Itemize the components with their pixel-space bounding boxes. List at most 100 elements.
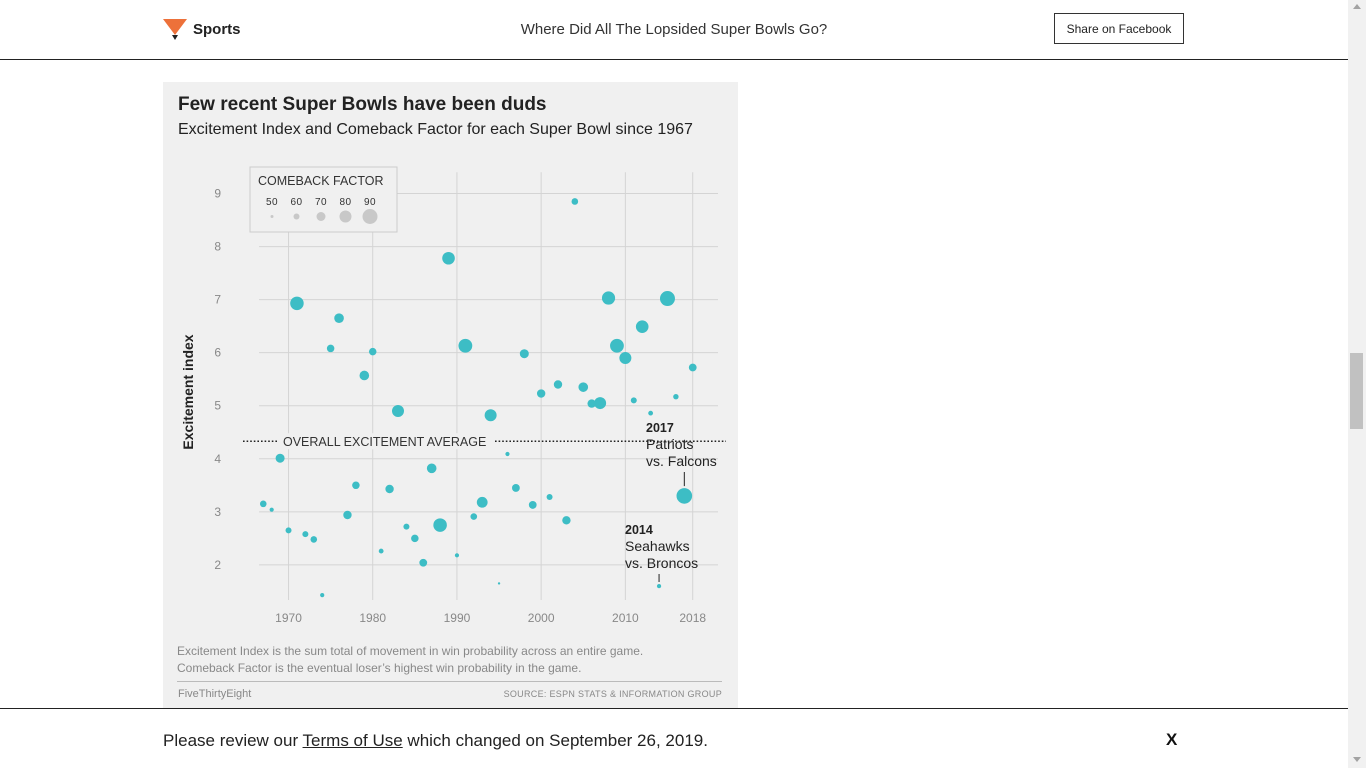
data-point xyxy=(476,496,488,508)
data-point xyxy=(403,523,410,530)
close-notice-button[interactable]: X xyxy=(1166,730,1178,749)
data-point xyxy=(505,451,510,457)
data-point xyxy=(302,531,309,538)
y-tick-label: 2 xyxy=(214,558,221,572)
data-point xyxy=(648,410,654,416)
fivethirtyeight-fox-icon[interactable] xyxy=(163,17,187,41)
chart-title: Few recent Super Bowls have been duds xyxy=(178,94,547,115)
data-point xyxy=(562,516,571,525)
scroll-up-arrow-icon[interactable] xyxy=(1353,4,1361,9)
average-label: OVERALL EXCITEMENT AVERAGE xyxy=(283,435,486,449)
data-point xyxy=(676,488,693,504)
brand[interactable]: Sports xyxy=(163,17,241,41)
share-on-facebook-button[interactable]: Share on Facebook xyxy=(1054,13,1184,44)
data-point xyxy=(411,534,419,543)
scroll-down-arrow-icon[interactable] xyxy=(1353,757,1361,762)
size-legend-box xyxy=(249,166,398,233)
terms-of-use-link[interactable]: Terms of Use xyxy=(302,731,403,750)
data-point xyxy=(385,484,394,494)
terms-notice-prefix: Please review our xyxy=(163,731,303,750)
data-point xyxy=(285,527,292,534)
data-point xyxy=(673,394,679,400)
data-point xyxy=(454,553,460,558)
size-legend-circle xyxy=(293,213,300,220)
size-legend-value: 70 xyxy=(315,197,327,208)
data-point xyxy=(419,558,428,567)
data-point xyxy=(392,405,404,418)
size-legend-value: 60 xyxy=(290,197,302,208)
data-point xyxy=(619,351,632,364)
size-legend-circle xyxy=(316,212,326,221)
logo-fox-nose xyxy=(172,35,178,40)
footnote-line-2: Comeback Factor is the eventual loser’s … xyxy=(177,661,582,675)
data-point xyxy=(656,583,662,589)
size-legend-circle xyxy=(339,210,352,223)
annotation-team-line: Patriots xyxy=(646,436,693,452)
data-point xyxy=(601,291,616,305)
section-link-sports[interactable]: Sports xyxy=(193,20,241,38)
data-point xyxy=(368,347,377,356)
data-point xyxy=(536,389,546,398)
terms-notice-text: Please review our Terms of Use which cha… xyxy=(163,731,708,751)
data-point xyxy=(497,582,501,585)
terms-notice-suffix: which changed on September 26, 2019. xyxy=(402,731,708,750)
data-point xyxy=(378,548,384,554)
annotation-team-line: vs. Falcons xyxy=(646,453,717,469)
data-point xyxy=(578,382,589,392)
footnote-line-1: Excitement Index is the sum total of mov… xyxy=(177,644,644,658)
data-point xyxy=(269,507,274,512)
data-point xyxy=(326,344,335,353)
data-point xyxy=(470,513,478,520)
x-tick-label: 1970 xyxy=(275,611,302,625)
data-point xyxy=(359,370,370,381)
x-tick-label: 1990 xyxy=(444,611,471,625)
size-legend-value: 80 xyxy=(339,197,351,208)
data-point xyxy=(433,518,447,532)
annotation-team-line: vs. Broncos xyxy=(625,555,698,571)
size-legend-title: COMEBACK FACTOR xyxy=(258,174,383,188)
data-point xyxy=(343,510,352,520)
y-tick-label: 5 xyxy=(214,399,221,413)
data-point xyxy=(320,593,325,598)
data-point xyxy=(594,397,607,410)
data-point xyxy=(635,320,649,333)
size-legend-circle xyxy=(270,215,274,218)
y-tick-label: 6 xyxy=(214,346,221,360)
data-point xyxy=(688,363,697,372)
scatter-chart: 2 3 4 5 6 7 8 9 1970 1980 1990 2000 2010 2018 Exciteme… xyxy=(180,166,726,625)
data-point xyxy=(546,493,553,500)
data-point xyxy=(553,380,563,389)
data-point xyxy=(442,251,455,265)
size-legend-value: 50 xyxy=(266,197,278,208)
scrollbar-thumb[interactable] xyxy=(1350,353,1363,429)
y-tick-label: 4 xyxy=(214,452,221,466)
data-point xyxy=(519,349,529,359)
data-point xyxy=(571,198,579,205)
page-scrollbar[interactable] xyxy=(1348,0,1366,768)
annotation-team-line: Seahawks xyxy=(625,538,690,554)
annotation-year: 2014 xyxy=(625,523,653,537)
y-tick-label: 8 xyxy=(214,240,221,254)
size-legend-value: 90 xyxy=(364,197,376,208)
article-title: Where Did All The Lopsided Super Bowls G… xyxy=(520,21,828,38)
size-legend-circle xyxy=(362,209,378,224)
credit-divider xyxy=(177,681,722,682)
chart-credit: FiveThirtyEight xyxy=(178,688,252,700)
data-point xyxy=(659,291,675,307)
data-point xyxy=(426,463,437,474)
data-point xyxy=(511,484,520,492)
data-point xyxy=(334,313,344,323)
x-tick-label: 1980 xyxy=(359,611,386,625)
data-point xyxy=(290,296,304,311)
data-point xyxy=(275,453,285,463)
data-point xyxy=(610,338,624,353)
terms-notice-bar: Please review our Terms of Use which cha… xyxy=(0,708,1348,769)
data-point xyxy=(528,501,537,509)
average-label-bg xyxy=(277,433,493,450)
chart-figure: Few recent Super Bowls have been duds Ex… xyxy=(163,82,738,712)
x-tick-label: 2010 xyxy=(612,611,639,625)
top-nav-bar: Sports Where Did All The Lopsided Super … xyxy=(0,0,1348,60)
y-tick-label: 7 xyxy=(214,293,221,307)
chart-source: SOURCE: ESPN STATS & INFORMATION GROUP xyxy=(503,689,722,699)
data-point xyxy=(587,399,596,408)
